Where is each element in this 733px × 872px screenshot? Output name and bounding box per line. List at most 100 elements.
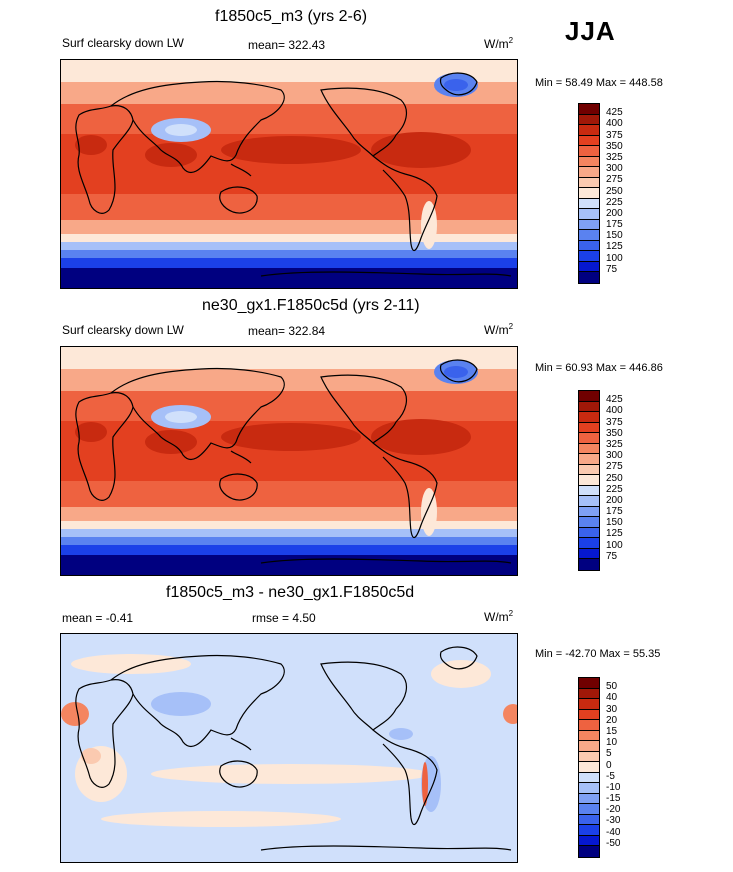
panel2-pacific-warm: [221, 423, 361, 451]
panel1-india-warm: [145, 143, 197, 167]
panel2-band-south-cold2: [61, 537, 517, 545]
colorbar-cell: [579, 188, 599, 199]
panel1-greenland-core: [444, 79, 468, 91]
colorbar-tick-label: 425: [606, 394, 623, 406]
colorbar-cell: [579, 167, 599, 178]
panel1-band-antarctic: [61, 268, 517, 288]
colorbar-cell: [579, 114, 599, 126]
colorbar-tick-label: 125: [606, 528, 623, 540]
colorbar-cell: [579, 156, 599, 168]
colorbar-tick-label: 325: [606, 438, 623, 450]
colorbar-cell: [579, 720, 599, 731]
panel3-south-pacific-warm: [151, 764, 431, 784]
colorbar-tick-label: 0: [606, 759, 612, 771]
panel2-title: ne30_gx1.F1850c5d (yrs 2-11): [202, 297, 420, 314]
colorbar-cell: [579, 146, 599, 157]
panel2-units: W/m2: [484, 322, 514, 337]
colorbar-tick-label: 175: [606, 506, 623, 518]
colorbar-cell: [579, 485, 599, 497]
colorbar-cell: [579, 135, 599, 147]
colorbar-cell: [579, 709, 599, 721]
colorbar-tick-label: -30: [606, 815, 621, 827]
colorbar-cell: [579, 209, 599, 220]
colorbar-cell: [579, 559, 599, 570]
panel1-title: f1850c5_m3 (yrs 2-6): [215, 8, 368, 25]
colorbar-tick-label: -20: [606, 804, 621, 816]
colorbar-cell: [579, 688, 599, 700]
colorbar-tick-label: 100: [606, 539, 623, 551]
panel1-band-south-transition: [61, 234, 517, 242]
colorbar-tick-label: 10: [606, 737, 618, 749]
colorbar-tick-label: 125: [606, 241, 623, 253]
panel2-band-north-subtrop: [61, 391, 517, 421]
colorbar-cell: [579, 240, 599, 252]
panel3-map: [60, 633, 518, 863]
panel3-east-edge-warm: [503, 704, 517, 724]
panel2-mean-label: mean= 322.84: [248, 324, 326, 338]
colorbar-cell: [579, 846, 599, 857]
panel1-band-south-subtrop: [61, 194, 517, 220]
panel1-band-south-cold3: [61, 258, 517, 268]
panel1-sahara-warm: [75, 135, 107, 155]
colorbar-cell: [579, 454, 599, 465]
colorbar-cell: [579, 401, 599, 413]
colorbar-tick-label: 175: [606, 219, 623, 231]
panel1-units: W/m2: [484, 36, 514, 51]
colorbar-cell: [579, 391, 599, 402]
panel2-variable-label: Surf clearsky down LW: [62, 323, 184, 337]
panel2-band-south-cold1: [61, 529, 517, 537]
panel1-coastlines: [75, 72, 512, 277]
colorbar-cell: [579, 793, 599, 805]
panel3-coastlines: [75, 646, 512, 851]
panel2-andes: [421, 488, 437, 536]
panel2-band-north-mid: [61, 369, 517, 391]
colorbar-cell: [579, 104, 599, 115]
colorbar-cell: [579, 198, 599, 210]
panel2-sahara-warm: [75, 422, 107, 442]
panel1-atlantic-warm: [371, 132, 471, 168]
colorbar-cell: [579, 177, 599, 189]
panel3-colorbar: [578, 677, 600, 858]
colorbar-cell: [579, 125, 599, 136]
panel1-minmax: Min = 58.49 Max = 448.58: [535, 77, 663, 89]
panel2-band-south-mid: [61, 507, 517, 521]
colorbar-cell: [579, 219, 599, 231]
panel2-greenland-core: [444, 366, 468, 378]
colorbar-cell: [579, 517, 599, 528]
colorbar-tick-label: 5: [606, 748, 612, 760]
panel2-band-arctic: [61, 347, 517, 369]
colorbar-tick-label: 40: [606, 692, 618, 704]
panel3-rmse-label: rmse = 4.50: [252, 611, 316, 625]
colorbar-cell: [579, 475, 599, 486]
panel1-pacific-warm: [221, 136, 361, 164]
colorbar-tick-label: 300: [606, 163, 623, 175]
panel3-map-svg: [61, 634, 517, 862]
panel2-band-antarctic: [61, 555, 517, 575]
panel2-map: [60, 346, 518, 576]
panel2-band-south-cold3: [61, 545, 517, 555]
panel1-band-south-mid: [61, 220, 517, 234]
colorbar-cell: [579, 762, 599, 773]
colorbar-cell: [579, 272, 599, 283]
colorbar-tick-label: -5: [606, 770, 615, 782]
panel1-variable-label: Surf clearsky down LW: [62, 36, 184, 50]
panel1-map-svg: [61, 60, 517, 288]
colorbar-cell: [579, 548, 599, 560]
colorbar-cell: [579, 433, 599, 444]
panel2-india-warm: [145, 430, 197, 454]
panel3-sahara-warm: [61, 702, 89, 726]
colorbar-tick-label: 350: [606, 427, 623, 439]
colorbar-cell: [579, 230, 599, 241]
colorbar-cell: [579, 699, 599, 710]
colorbar-cell: [579, 678, 599, 689]
panel3-tibet-cool: [151, 692, 211, 716]
colorbar-tick-label: 75: [606, 550, 618, 562]
colorbar-tick-label: -40: [606, 826, 621, 838]
colorbar-tick-label: -50: [606, 837, 621, 849]
panel1-colorbar: [578, 103, 600, 284]
panel3-greenland-warm: [431, 660, 491, 688]
panel3-andes-warm-line: [422, 762, 428, 806]
colorbar-tick-label: -15: [606, 793, 621, 805]
colorbar-tick-label: 250: [606, 185, 623, 197]
panel3-southern-ocean-warm: [101, 811, 341, 827]
